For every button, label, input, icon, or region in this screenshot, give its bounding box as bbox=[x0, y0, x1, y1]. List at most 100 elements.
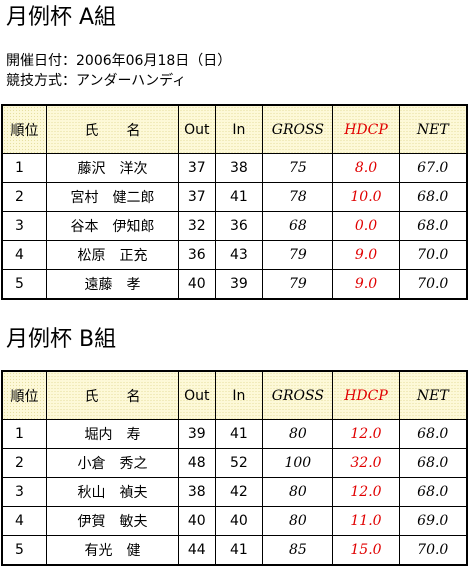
cell: 39 bbox=[178, 419, 216, 449]
header-cell: GROSS bbox=[262, 104, 334, 154]
cell: 小倉 秀之 bbox=[46, 448, 179, 478]
cell: 78 bbox=[262, 182, 334, 212]
cell: 1 bbox=[1, 153, 47, 183]
cell: 2 bbox=[1, 448, 47, 478]
cell: 42 bbox=[214, 477, 264, 507]
cell: 68.0 bbox=[398, 211, 468, 241]
data-row: 1 堀内 寿 39 41 80 12.0 68.0 bbox=[1, 419, 468, 449]
info-line: 開催日付：2006年06月18日（日） bbox=[6, 53, 232, 69]
header-cell: 氏 名 bbox=[46, 370, 179, 420]
header-row: 順位氏 名 Out In GROSS HDCP NET bbox=[1, 104, 468, 154]
header-row: 順位氏 名 Out In GROSS HDCP NET bbox=[1, 370, 468, 420]
cell: 37 bbox=[178, 182, 216, 212]
header-cell: 順位 bbox=[1, 104, 47, 154]
cell: 11.0 bbox=[332, 506, 400, 536]
cell: 69.0 bbox=[398, 506, 468, 536]
cell: 伊賀 敏夫 bbox=[46, 506, 179, 536]
section-title: 月例杯 A組 bbox=[6, 5, 117, 30]
cell: 12.0 bbox=[332, 419, 400, 449]
header-cell: HDCP bbox=[332, 370, 400, 420]
header-cell: GROSS bbox=[262, 370, 334, 420]
cell: 40 bbox=[178, 269, 216, 300]
cell: 宮村 健二郎 bbox=[46, 182, 179, 212]
cell: 36 bbox=[214, 211, 264, 241]
cell: 41 bbox=[214, 535, 264, 566]
cell: 有光 健 bbox=[46, 535, 179, 566]
cell: 秋山 禎夫 bbox=[46, 477, 179, 507]
data-row: 5 遠藤 孝 40 39 79 9.0 70.0 bbox=[1, 269, 468, 300]
cell: 2 bbox=[1, 182, 47, 212]
cell: 43 bbox=[214, 240, 264, 270]
info-line: 競技方式：アンダーハンディ bbox=[6, 73, 187, 89]
cell: 68.0 bbox=[398, 477, 468, 507]
cell: 68 bbox=[262, 211, 334, 241]
cell: 75 bbox=[262, 153, 334, 183]
cell: 100 bbox=[262, 448, 334, 478]
score-table: 順位氏 名 Out In GROSS HDCP NET 1 堀内 寿 39 41 80 12.0 68.… bbox=[1, 370, 468, 566]
cell: 80 bbox=[262, 506, 334, 536]
cell: 85 bbox=[262, 535, 334, 566]
cell: 40 bbox=[178, 506, 216, 536]
header-cell: Out bbox=[178, 104, 216, 154]
cell: 52 bbox=[214, 448, 264, 478]
cell: 67.0 bbox=[398, 153, 468, 183]
cell: 15.0 bbox=[332, 535, 400, 566]
cell: 68.0 bbox=[398, 182, 468, 212]
header-cell: In bbox=[214, 370, 264, 420]
cell: 谷本 伊知郎 bbox=[46, 211, 179, 241]
cell: 37 bbox=[178, 153, 216, 183]
cell: 80 bbox=[262, 419, 334, 449]
cell: 79 bbox=[262, 269, 334, 300]
cell: 12.0 bbox=[332, 477, 400, 507]
cell: 8.0 bbox=[332, 153, 400, 183]
data-row: 3 秋山 禎夫 38 42 80 12.0 68.0 bbox=[1, 477, 468, 507]
cell: 80 bbox=[262, 477, 334, 507]
cell: 79 bbox=[262, 240, 334, 270]
header-cell: HDCP bbox=[332, 104, 400, 154]
cell: 5 bbox=[1, 535, 47, 566]
cell: 藤沢 洋次 bbox=[46, 153, 179, 183]
cell: 4 bbox=[1, 240, 47, 270]
header-cell: 氏 名 bbox=[46, 104, 179, 154]
cell: 3 bbox=[1, 477, 47, 507]
cell: 5 bbox=[1, 269, 47, 300]
cell: 41 bbox=[214, 419, 264, 449]
cell: 44 bbox=[178, 535, 216, 566]
score-table: 順位氏 名 Out In GROSS HDCP NET 1 藤沢 洋次 37 38 75 8.0 67.… bbox=[1, 104, 468, 300]
cell: 1 bbox=[1, 419, 47, 449]
cell: 0.0 bbox=[332, 211, 400, 241]
cell: 堀内 寿 bbox=[46, 419, 179, 449]
data-row: 5 有光 健 44 41 85 15.0 70.0 bbox=[1, 535, 468, 566]
section-title: 月例杯 B組 bbox=[6, 327, 117, 352]
cell: 48 bbox=[178, 448, 216, 478]
header-cell: 順位 bbox=[1, 370, 47, 420]
data-row: 2 宮村 健二郎 37 41 78 10.0 68.0 bbox=[1, 182, 468, 212]
cell: 40 bbox=[214, 506, 264, 536]
cell: 4 bbox=[1, 506, 47, 536]
cell: 36 bbox=[178, 240, 216, 270]
header-cell: NET bbox=[398, 370, 468, 420]
cell: 38 bbox=[178, 477, 216, 507]
cell: 10.0 bbox=[332, 182, 400, 212]
data-row: 4 松原 正充 36 43 79 9.0 70.0 bbox=[1, 240, 468, 270]
cell: 松原 正充 bbox=[46, 240, 179, 270]
cell: 68.0 bbox=[398, 419, 468, 449]
data-row: 3 谷本 伊知郎 32 36 68 0.0 68.0 bbox=[1, 211, 468, 241]
data-row: 2 小倉 秀之 48 52 100 32.0 68.0 bbox=[1, 448, 468, 478]
data-row: 4 伊賀 敏夫 40 40 80 11.0 69.0 bbox=[1, 506, 468, 536]
cell: 32 bbox=[178, 211, 216, 241]
cell: 3 bbox=[1, 211, 47, 241]
cell: 68.0 bbox=[398, 448, 468, 478]
cell: 70.0 bbox=[398, 535, 468, 566]
cell: 39 bbox=[214, 269, 264, 300]
cell: 70.0 bbox=[398, 269, 468, 300]
header-cell: NET bbox=[398, 104, 468, 154]
cell: 70.0 bbox=[398, 240, 468, 270]
cell: 遠藤 孝 bbox=[46, 269, 179, 300]
cell: 9.0 bbox=[332, 240, 400, 270]
cell: 38 bbox=[214, 153, 264, 183]
header-cell: Out bbox=[178, 370, 216, 420]
cell: 32.0 bbox=[332, 448, 400, 478]
cell: 9.0 bbox=[332, 269, 400, 300]
